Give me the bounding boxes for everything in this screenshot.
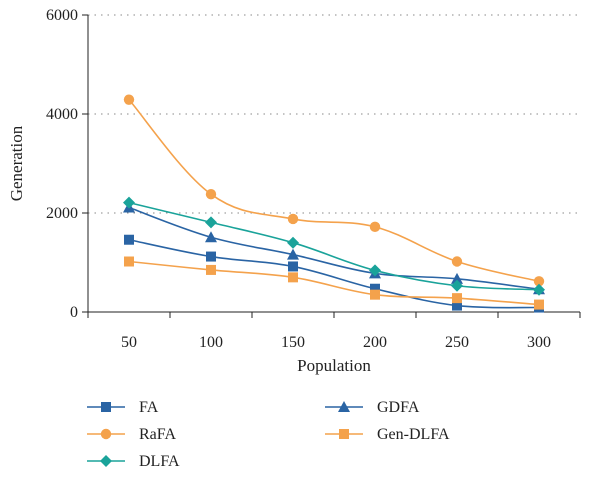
legend-label: Gen-DLFA: [377, 426, 450, 443]
series-line-gen-dlfa: [128, 260, 540, 306]
data-point-fa: [206, 251, 216, 262]
legend-label: FA: [139, 399, 159, 416]
data-point-gdfa: [451, 272, 463, 284]
legend-marker: [339, 429, 349, 439]
y-tick-label: 6000: [46, 7, 78, 24]
data-point-rafa: [533, 276, 545, 287]
legend-item-fa: FA: [87, 399, 159, 416]
data-point-fa: [452, 300, 462, 311]
data-point-gen-dlfa: [534, 299, 544, 310]
series-line-rafa: [128, 99, 540, 283]
y-tick-label: 2000: [46, 205, 78, 222]
data-point-fa: [370, 283, 380, 294]
data-point-fa: [124, 234, 134, 245]
data-point-gen-dlfa: [370, 289, 380, 300]
data-point-dlfa: [533, 283, 545, 296]
legend-item-rafa: RaFA: [87, 426, 176, 443]
tick-labels: 0 2000 4000 6000 50 100 150 200 250 300: [46, 7, 581, 351]
data-point-gen-dlfa: [288, 272, 298, 283]
data-point-rafa: [123, 94, 135, 105]
series-gen-dlfa: [124, 256, 544, 310]
data-point-dlfa: [123, 196, 135, 209]
x-tick-label: 250: [445, 334, 469, 351]
series-line-gdfa: [128, 206, 540, 291]
gridlines: [88, 14, 580, 214]
data-point-dlfa: [287, 236, 299, 249]
data-point-gen-dlfa: [124, 256, 134, 267]
x-tick-label: 150: [281, 334, 305, 351]
x-tick-label: 200: [363, 334, 387, 351]
series-line-fa: [128, 238, 540, 309]
data-point-gdfa: [287, 248, 299, 260]
data-point-fa: [288, 261, 298, 272]
series: [123, 94, 545, 313]
series-fa: [124, 234, 544, 313]
data-point-rafa: [451, 256, 463, 267]
data-point-gen-dlfa: [206, 264, 216, 275]
data-point-rafa: [369, 221, 381, 233]
legend-label: DLFA: [139, 453, 180, 470]
series-gdfa: [123, 201, 545, 295]
data-point-gdfa: [205, 231, 217, 243]
legend-label: GDFA: [377, 399, 420, 416]
x-tick-label: 50: [121, 334, 137, 351]
data-point-gen-dlfa: [452, 293, 462, 304]
series-line-dlfa: [128, 201, 540, 291]
data-point-dlfa: [205, 216, 217, 229]
y-tick-label: 0: [70, 304, 78, 321]
series-dlfa: [123, 196, 545, 296]
legend: FA GDFA RaFA Gen-DLFA DLFA: [87, 399, 450, 470]
legend-marker: [100, 455, 112, 467]
y-axis-title: Generation: [7, 125, 26, 201]
legend-marker: [338, 401, 350, 412]
legend-label: RaFA: [139, 426, 176, 443]
legend-item-dlfa: DLFA: [87, 453, 180, 470]
data-point-dlfa: [451, 279, 463, 292]
axes: [87, 15, 580, 313]
legend-marker: [100, 428, 112, 440]
legend-item-gen-dlfa: Gen-DLFA: [325, 426, 450, 443]
x-tick-label: 300: [527, 334, 551, 351]
y-tick-label: 4000: [46, 106, 78, 123]
legend-marker: [101, 402, 111, 412]
data-point-rafa: [287, 213, 299, 225]
legend-item-gdfa: GDFA: [325, 399, 420, 416]
x-axis-title: Population: [297, 356, 371, 375]
x-tick-label: 100: [199, 334, 223, 351]
data-point-rafa: [205, 188, 217, 200]
series-rafa: [123, 94, 545, 287]
data-point-dlfa: [369, 264, 381, 277]
